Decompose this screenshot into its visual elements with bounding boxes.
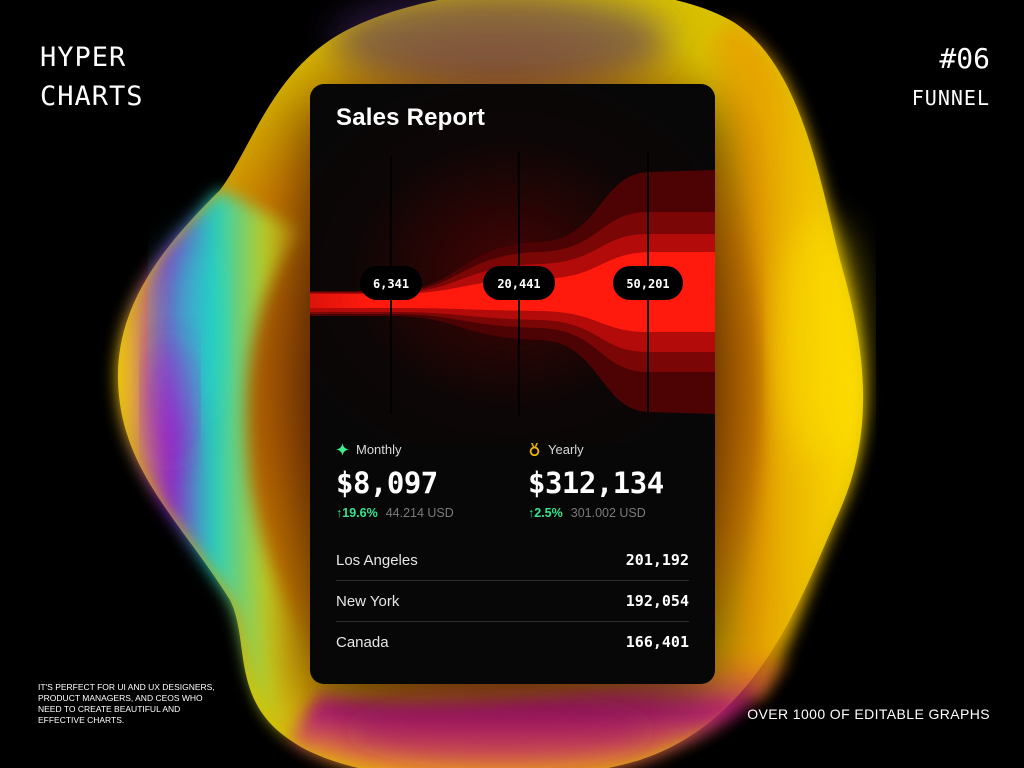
sales-report-card: 6,341 20,441 50,201 Sales Report Monthly…	[310, 84, 715, 684]
yearly-stat: Yearly $312,134 ↑2.5% 301.002 USD	[528, 442, 664, 520]
sparkle-icon	[336, 443, 349, 456]
location-value: 201,192	[625, 551, 689, 569]
funnel-stage-label-2: 20,441	[497, 277, 540, 291]
yearly-value: $312,134	[528, 466, 664, 500]
list-item[interactable]: New York 192,054	[336, 580, 689, 621]
monthly-usd: 44.214 USD	[385, 506, 454, 520]
funnel-stage-label-3: 50,201	[626, 277, 669, 291]
location-list: Los Angeles 201,192 New York 192,054 Can…	[336, 540, 689, 662]
funnel-chart: 6,341 20,441 50,201	[310, 152, 715, 416]
medal-icon	[529, 443, 540, 456]
brand-line-1: HYPER	[40, 42, 127, 73]
monthly-stat: Monthly $8,097 ↑19.6% 44.214 USD	[336, 442, 454, 520]
brand-line-2: CHARTS	[40, 81, 144, 112]
location-name: New York	[336, 592, 400, 610]
location-value: 192,054	[625, 592, 689, 610]
card-title: Sales Report	[336, 104, 486, 131]
chart-number: #06	[939, 42, 990, 75]
funnel-stage-label-1: 6,341	[373, 277, 409, 291]
tagline-text: OVER 1000 OF EDITABLE GRAPHS	[747, 706, 990, 722]
list-item[interactable]: Canada 166,401	[336, 621, 689, 662]
description-text: IT'S PERFECT FOR UI AND UX DESIGNERS, PR…	[38, 682, 215, 725]
monthly-value: $8,097	[336, 466, 438, 500]
monthly-label: Monthly	[356, 442, 402, 457]
location-name: Canada	[336, 633, 389, 651]
monthly-change: ↑19.6%	[336, 506, 378, 520]
funnel-stage-pill-3: 50,201	[613, 266, 683, 300]
yearly-usd: 301.002 USD	[570, 506, 646, 520]
yearly-label: Yearly	[548, 442, 584, 457]
yearly-change: ↑2.5%	[528, 506, 563, 520]
funnel-stage-pill-1: 6,341	[360, 266, 422, 300]
funnel-stage-pill-2: 20,441	[483, 266, 555, 300]
location-name: Los Angeles	[336, 551, 418, 569]
location-value: 166,401	[625, 633, 689, 651]
list-item[interactable]: Los Angeles 201,192	[336, 540, 689, 580]
chart-type-label: FUNNEL	[911, 86, 990, 110]
brand-logo: HYPER CHARTS	[40, 38, 144, 116]
